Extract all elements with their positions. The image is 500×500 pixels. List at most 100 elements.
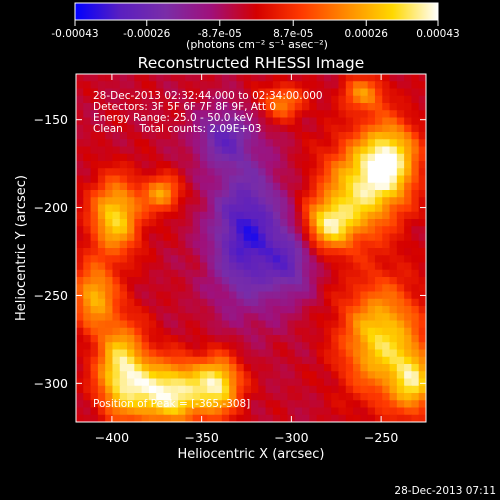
heatmap-cell (112, 81, 121, 90)
heatmap-cell (265, 240, 274, 249)
heatmap-cell (229, 146, 238, 155)
heatmap-cell (353, 262, 361, 271)
heatmap-cell (119, 161, 128, 169)
heatmap-cell (229, 400, 238, 409)
heatmap-cell (258, 211, 267, 220)
heatmap-cell (141, 298, 150, 307)
heatmap-cell (287, 335, 296, 343)
heatmap-cell (338, 284, 347, 293)
heatmap-cell (214, 219, 223, 227)
heatmap-cell (83, 349, 92, 358)
heatmap-cell (367, 175, 376, 184)
heatmap-cell (127, 182, 135, 191)
heatmap-cell (331, 168, 340, 177)
heatmap-cell (236, 335, 245, 343)
heatmap-cell (287, 349, 296, 358)
heatmap-cell (127, 146, 135, 155)
heatmap-cell (214, 233, 223, 242)
heatmap-cell (265, 248, 274, 256)
heatmap-cell (83, 117, 92, 126)
heatmap-cell (156, 197, 165, 206)
heatmap-cell (374, 161, 383, 169)
heatmap-cell (411, 175, 420, 184)
heatmap-cell (243, 211, 252, 220)
heatmap-cell (331, 407, 340, 416)
heatmap-cell (309, 117, 318, 126)
heatmap-cell (302, 414, 310, 422)
heatmap-cell (280, 320, 289, 329)
heatmap-cell (353, 117, 361, 126)
heatmap-cell (127, 269, 135, 278)
heatmap-cell (272, 342, 281, 351)
heatmap-cell (243, 371, 252, 380)
heatmap-cell (170, 349, 179, 358)
heatmap-cell (156, 175, 165, 184)
heatmap-cell (360, 364, 369, 372)
heatmap-cell (105, 211, 114, 220)
heatmap-cell (411, 88, 420, 97)
heatmap-cell (331, 211, 340, 220)
heatmap-cell (90, 298, 99, 307)
heatmap-cell (396, 233, 405, 242)
heatmap-cell (207, 320, 216, 329)
heatmap-cell (207, 356, 216, 365)
heatmap-cell (353, 204, 361, 213)
heatmap-cell (345, 342, 354, 351)
heatmap-cell (127, 385, 135, 394)
heatmap-cell (97, 175, 106, 184)
heatmap-cell (236, 88, 245, 97)
heatmap-cell (97, 81, 106, 90)
heatmap-cell (185, 262, 194, 271)
heatmap-cell (360, 313, 369, 322)
heatmap-cell (97, 190, 106, 198)
heatmap-cell (199, 161, 208, 169)
heatmap-cell (265, 197, 274, 206)
heatmap-cell (127, 407, 135, 416)
heatmap-cell (236, 385, 245, 394)
heatmap-cell (236, 74, 245, 82)
heatmap-cell (287, 262, 296, 271)
heatmap-cell (360, 298, 369, 307)
heatmap-cell (112, 211, 121, 220)
heatmap-cell (345, 248, 354, 256)
heatmap-cell (309, 313, 318, 322)
heatmap-cell (112, 190, 121, 198)
heatmap-cell (83, 277, 92, 285)
heatmap-cell (331, 124, 340, 133)
heatmap-cell (127, 175, 135, 184)
heatmap-cell (134, 110, 143, 119)
heatmap-cell (148, 190, 157, 198)
heatmap-cell (396, 240, 405, 249)
heatmap-cell (258, 161, 267, 169)
heatmap-cell (272, 284, 281, 293)
heatmap-cell (192, 146, 201, 155)
heatmap-cell (83, 182, 92, 191)
heatmap-cell (178, 197, 186, 206)
heatmap-cell (323, 182, 332, 191)
heatmap-cell (170, 284, 179, 293)
heatmap-cell (251, 306, 259, 314)
heatmap-cell (170, 306, 179, 314)
heatmap-cell (156, 74, 165, 82)
heatmap-cell (119, 298, 128, 307)
annotation-time: 28-Dec-2013 02:32:44.000 to 02:34:00.000 (93, 90, 323, 102)
heatmap-cell (214, 103, 223, 111)
heatmap-cell (251, 349, 259, 358)
heatmap-cell (265, 284, 274, 293)
heatmap-cell (338, 371, 347, 380)
heatmap-cell (229, 371, 238, 380)
heatmap-cell (170, 298, 179, 307)
heatmap-cell (119, 74, 128, 82)
heatmap-cell (243, 95, 252, 104)
heatmap-cell (331, 132, 340, 140)
info-annotations: 28-Dec-2013 02:32:44.000 to 02:34:00.000… (93, 90, 323, 135)
heatmap-cell (338, 124, 347, 133)
heatmap-cell (287, 306, 296, 314)
heatmap-cell (258, 298, 267, 307)
heatmap-cell (360, 153, 369, 162)
heatmap-cell (119, 190, 128, 198)
heatmap-cell (258, 204, 267, 213)
heatmap-cell (251, 117, 259, 126)
heatmap-cell (127, 378, 135, 387)
heatmap-cell (265, 277, 274, 285)
